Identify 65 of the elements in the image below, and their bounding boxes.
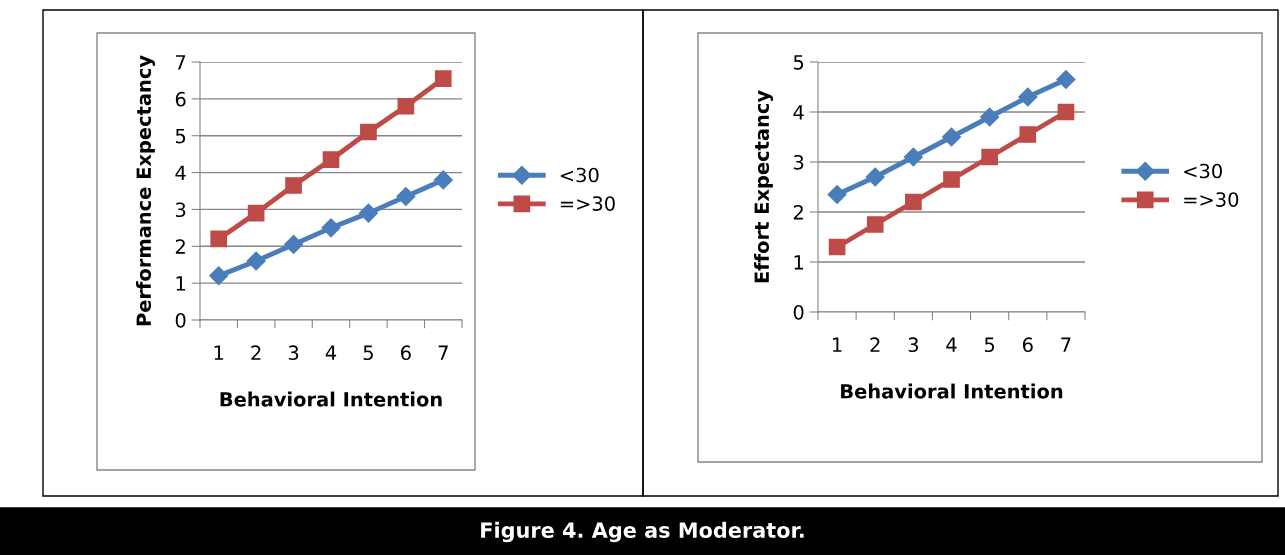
y-axis-title: Performance Expectancy [136, 55, 155, 326]
point [903, 147, 923, 167]
y-tick-label: 7 [176, 55, 186, 70]
point [827, 184, 847, 205]
point [866, 216, 884, 233]
x-tick-label: 3 [288, 345, 299, 361]
y-tick-label: 4 [175, 165, 186, 180]
x-tick-label: 5 [363, 345, 373, 361]
x-tick-label: 3 [908, 337, 918, 353]
point [943, 171, 960, 188]
y-tick-label: 3 [793, 154, 804, 170]
x-tick-label: 2 [251, 345, 261, 360]
point [322, 151, 340, 169]
x-tick-label: 4 [325, 345, 337, 360]
y-tick-label: 1 [794, 255, 804, 270]
point [397, 97, 415, 115]
y-tick-label: 3 [175, 202, 186, 218]
point [865, 167, 885, 187]
point [284, 234, 304, 254]
point [1057, 103, 1075, 121]
point [285, 177, 302, 194]
point [1018, 87, 1038, 107]
x-tick-label: 1 [214, 345, 224, 360]
point [434, 70, 452, 87]
x-tick-label: 5 [984, 337, 995, 353]
y-tick-label: 2 [793, 204, 803, 220]
point [905, 193, 922, 211]
y-tick-label: 6 [175, 91, 186, 107]
point [209, 266, 229, 286]
x-tick-label: 1 [833, 337, 842, 352]
x-tick-label: 4 [946, 337, 957, 352]
x-tick-label: 6 [1022, 337, 1033, 353]
y-tick-label: 4 [793, 105, 804, 120]
legend-label: <30 [1184, 163, 1222, 179]
x-tick-label: 7 [1061, 337, 1071, 352]
legend-label: <30 [560, 167, 599, 183]
y-tick-label: 2 [175, 239, 185, 254]
y-tick-label: 0 [793, 304, 804, 320]
legend-label: =>30 [560, 196, 615, 211]
x-axis-title: Behavioral Intention [841, 383, 1063, 399]
point [210, 230, 228, 248]
point [396, 186, 416, 207]
point [358, 203, 378, 223]
point [981, 148, 998, 166]
y-axis-title: Effort Expectancy [754, 90, 773, 283]
caption: Figure 4. Age as Moderator. [481, 521, 804, 543]
x-tick-label: 7 [438, 345, 448, 360]
y-tick-label: 0 [175, 312, 186, 328]
point [433, 170, 453, 190]
point [1019, 126, 1037, 143]
x-tick-label: 6 [401, 345, 411, 361]
x-axis-title: Behavioral Intention [220, 391, 442, 407]
point [321, 218, 341, 238]
y-tick-label: 1 [176, 276, 186, 291]
y-tick-label: 5 [793, 55, 804, 70]
y-tick-label: 5 [175, 128, 186, 144]
point [246, 251, 266, 271]
point [1056, 69, 1076, 90]
point [980, 107, 1000, 127]
x-tick-label: 2 [870, 337, 880, 352]
point [941, 127, 962, 147]
point [360, 123, 377, 141]
legend-label: =>30 [1184, 192, 1239, 207]
point [828, 238, 846, 256]
point [247, 204, 265, 222]
